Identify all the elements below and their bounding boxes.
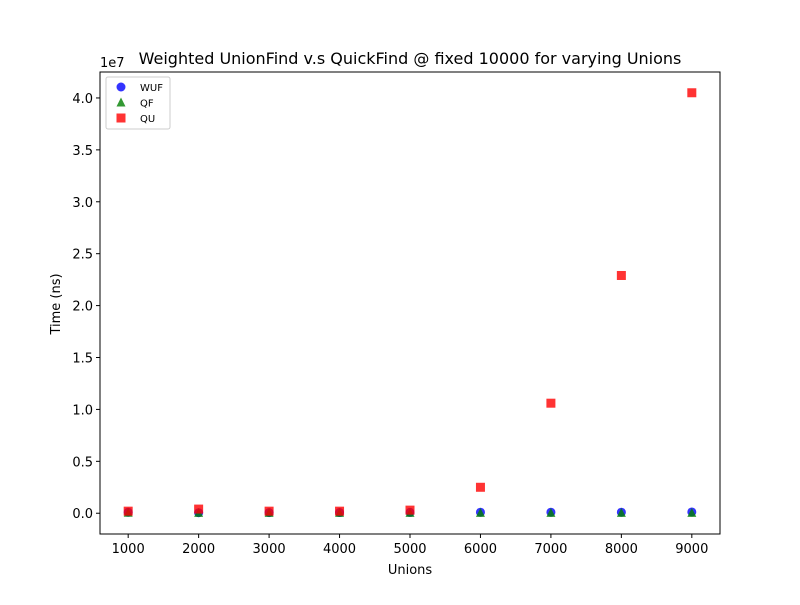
qf-point <box>687 507 697 517</box>
qf-point <box>475 507 485 517</box>
x-tick-label: 1000 <box>112 542 145 557</box>
legend-marker-qf <box>116 97 126 107</box>
qf-point <box>616 507 626 517</box>
y-tick-label: 1.0 <box>72 403 93 418</box>
x-tick-label: 9000 <box>675 542 708 557</box>
x-tick-label: 7000 <box>534 542 567 557</box>
y-tick-label: 4.0 <box>72 92 93 107</box>
qu-point <box>687 88 697 98</box>
y-tick-label: 0.5 <box>72 455 93 470</box>
x-tick-label: 2000 <box>182 542 215 557</box>
legend: WUF QF QU <box>105 76 171 130</box>
x-tick-label: 3000 <box>253 542 286 557</box>
x-tick-label: 5000 <box>393 542 426 557</box>
qu-point <box>475 482 485 492</box>
legend-marker-qu <box>116 113 126 123</box>
qu-point <box>616 270 626 280</box>
y-tick-label: 2.5 <box>72 248 93 263</box>
qu-point <box>405 505 415 515</box>
y-tick-label: 1.5 <box>72 352 93 367</box>
qu-point <box>123 506 133 516</box>
y-tick-label: 3.0 <box>72 196 93 211</box>
qu-point <box>264 506 274 516</box>
chart-title: Weighted UnionFind v.s QuickFind @ fixed… <box>139 49 682 68</box>
x-tick-label: 8000 <box>605 542 638 557</box>
legend-label-qu: QU <box>140 114 155 125</box>
x-tick-label: 4000 <box>323 542 356 557</box>
x-axis-label: Unions <box>388 563 433 578</box>
y-tick-label: 2.0 <box>72 300 93 315</box>
plot-area: 1000 2000 3000 4000 5000 6000 7000 8000 9000 0.0 0… <box>72 71 721 557</box>
legend-marker-wuf <box>116 82 126 92</box>
qf-point <box>546 507 556 517</box>
y-tick-label: 0.0 <box>72 507 93 522</box>
legend-label-wuf: WUF <box>140 83 163 94</box>
x-tick-label: 6000 <box>464 542 497 557</box>
qu-point <box>194 504 204 514</box>
y-tick-label: 3.5 <box>72 144 93 159</box>
legend-label-qf: QF <box>140 99 154 110</box>
qu-point <box>546 398 556 408</box>
y-axis-offset-label: 1e7 <box>100 56 125 71</box>
qu-point <box>335 506 345 516</box>
y-axis-label: Time (ns) <box>49 273 64 335</box>
